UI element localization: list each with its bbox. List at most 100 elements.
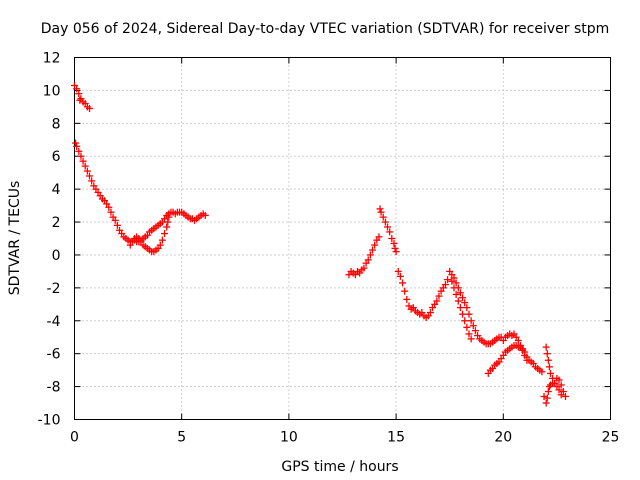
data-point <box>391 244 399 252</box>
data-point <box>164 218 172 226</box>
grid <box>74 57 611 420</box>
data-point <box>465 330 473 338</box>
data-point <box>465 310 473 318</box>
data-point <box>538 368 546 376</box>
data-point <box>545 363 553 371</box>
data-point <box>467 317 475 325</box>
data-point <box>441 281 449 289</box>
data-point <box>555 386 563 394</box>
data-point <box>452 290 460 298</box>
data-point <box>75 147 83 155</box>
data-point <box>543 350 551 358</box>
data-point <box>403 295 411 303</box>
data-point <box>456 289 464 297</box>
data-point <box>88 177 96 185</box>
data-point <box>376 205 384 213</box>
data-point <box>75 90 83 98</box>
data-point <box>105 203 113 211</box>
data-point <box>450 284 458 292</box>
data-point <box>369 246 377 254</box>
data-point <box>366 251 374 259</box>
y-tick-label: -2 <box>47 281 61 297</box>
chart-title: Day 056 of 2024, Sidereal Day-to-day VTE… <box>41 21 610 37</box>
data-point <box>161 230 169 238</box>
data-point <box>469 322 477 330</box>
data-point <box>463 323 471 331</box>
data-point <box>163 223 171 231</box>
data-point <box>544 388 552 396</box>
data-point <box>435 292 443 300</box>
y-tick-label: 8 <box>52 116 61 132</box>
data-point <box>165 213 173 221</box>
y-tick-label: 10 <box>43 83 61 99</box>
y-tick-label: 6 <box>52 149 61 165</box>
data-point <box>107 208 115 216</box>
data-point <box>543 394 551 402</box>
data-point <box>516 341 524 349</box>
data-point <box>557 381 565 389</box>
data-point <box>390 239 398 247</box>
data-point <box>519 346 527 354</box>
axis-ticks: 0 5 10 15 20 25 -10 -8 -6 -4 -2 0 2 4 6 8 10 12 <box>38 51 620 446</box>
data-point <box>360 264 368 272</box>
plot-frame <box>74 57 611 420</box>
y-tick-label: 12 <box>43 51 61 67</box>
data-point <box>86 105 94 113</box>
data-point <box>73 85 81 93</box>
data-point <box>544 356 552 364</box>
x-tick-label: 20 <box>494 430 512 446</box>
data-point <box>399 279 407 287</box>
data-point <box>433 297 441 305</box>
data-point <box>467 335 475 343</box>
data-point <box>401 287 409 295</box>
data-point <box>557 391 565 399</box>
data-point <box>126 241 134 249</box>
data-point <box>371 241 379 249</box>
data-point <box>461 317 469 325</box>
data-point <box>111 216 119 224</box>
data-point <box>540 392 548 400</box>
data-point <box>459 310 467 318</box>
y-tick-label: -6 <box>47 347 61 363</box>
data-point <box>76 96 84 104</box>
data-point <box>79 157 87 165</box>
data-point <box>86 172 94 180</box>
data-point <box>381 218 389 226</box>
data-point <box>396 272 404 280</box>
data-point <box>77 152 85 160</box>
y-tick-label: 4 <box>52 182 61 198</box>
data-point <box>514 337 522 345</box>
data-point <box>388 235 396 242</box>
data-point <box>83 167 91 175</box>
x-tick-label: 15 <box>387 430 405 446</box>
data-point <box>201 211 209 219</box>
x-axis-label: GPS time / hours <box>281 459 398 475</box>
data-point <box>459 294 467 302</box>
data-point <box>426 309 434 317</box>
data-point <box>542 343 550 351</box>
data-point <box>72 139 80 147</box>
y-tick-label: -4 <box>47 314 61 330</box>
data-point <box>546 369 554 377</box>
data-points <box>71 81 569 407</box>
data-point <box>386 228 394 236</box>
data-point <box>448 277 456 285</box>
data-point <box>81 162 89 170</box>
x-tick-label: 0 <box>70 430 79 446</box>
data-point <box>454 297 462 305</box>
data-point <box>113 221 121 229</box>
data-point <box>377 208 385 216</box>
data-point <box>452 279 460 287</box>
data-point <box>158 236 166 244</box>
data-point <box>521 351 529 359</box>
data-point <box>542 399 550 407</box>
x-tick-label: 10 <box>280 430 298 446</box>
data-point <box>73 142 81 150</box>
data-point <box>379 213 387 221</box>
data-point <box>461 299 469 307</box>
y-tick-label: -8 <box>47 380 61 396</box>
data-point <box>444 276 452 284</box>
y-tick-label: 2 <box>52 215 61 231</box>
x-tick-label: 25 <box>602 430 620 446</box>
